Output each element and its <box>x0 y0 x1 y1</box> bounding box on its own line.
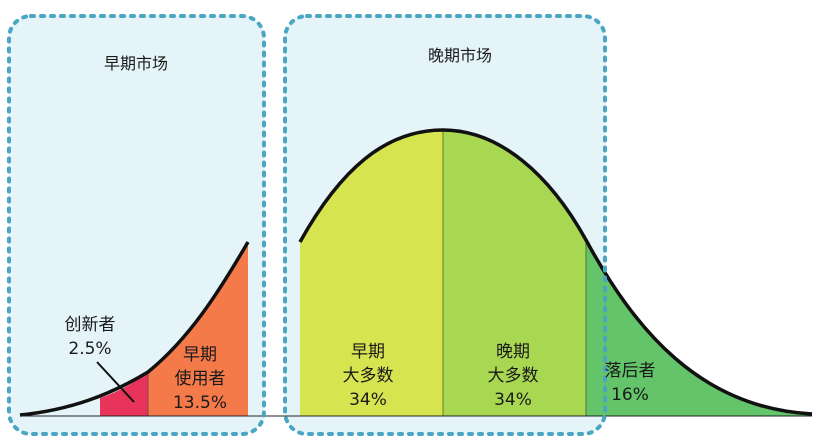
label-innovators: 创新者 2.5% <box>40 313 140 361</box>
early-adopters-name-line2: 使用者 <box>174 369 226 389</box>
segment-innovators-area <box>100 372 148 416</box>
bell-curve-right <box>298 128 813 416</box>
segment-laggards-area <box>586 240 812 416</box>
late-majority-name-line2: 大多数 <box>487 366 539 386</box>
label-late-majority: 晚期 大多数 34% <box>463 340 563 412</box>
laggards-name: 落后者 <box>604 361 656 381</box>
early-majority-name-line1: 早期 <box>351 342 385 362</box>
innovators-name: 创新者 <box>64 315 116 335</box>
late-market-title: 晚期市场 <box>427 46 492 65</box>
late-majority-name-line1: 晚期 <box>496 342 530 362</box>
early-adopters-share: 13.5% <box>172 393 227 413</box>
early-market-title: 早期市场 <box>103 54 168 73</box>
bell-curve-left <box>19 241 250 417</box>
innovators-pointer <box>96 361 135 403</box>
late-market-panel-border <box>283 14 607 436</box>
label-early-majority: 早期 大多数 34% <box>318 340 418 412</box>
late-majority-share: 34% <box>494 390 532 410</box>
early-majority-name-line2: 大多数 <box>342 366 394 386</box>
early-majority-share: 34% <box>349 390 387 410</box>
label-early-adopters: 早期 使用者 13.5% <box>150 343 250 415</box>
laggards-share: 16% <box>611 385 649 405</box>
early-adopters-name-line1: 早期 <box>183 345 217 365</box>
early-market-panel-border <box>7 14 266 436</box>
label-laggards: 落后者 16% <box>580 359 680 407</box>
segment-early-majority-area <box>300 130 443 416</box>
segment-late-majority-area <box>443 130 586 416</box>
innovators-share: 2.5% <box>68 339 112 359</box>
